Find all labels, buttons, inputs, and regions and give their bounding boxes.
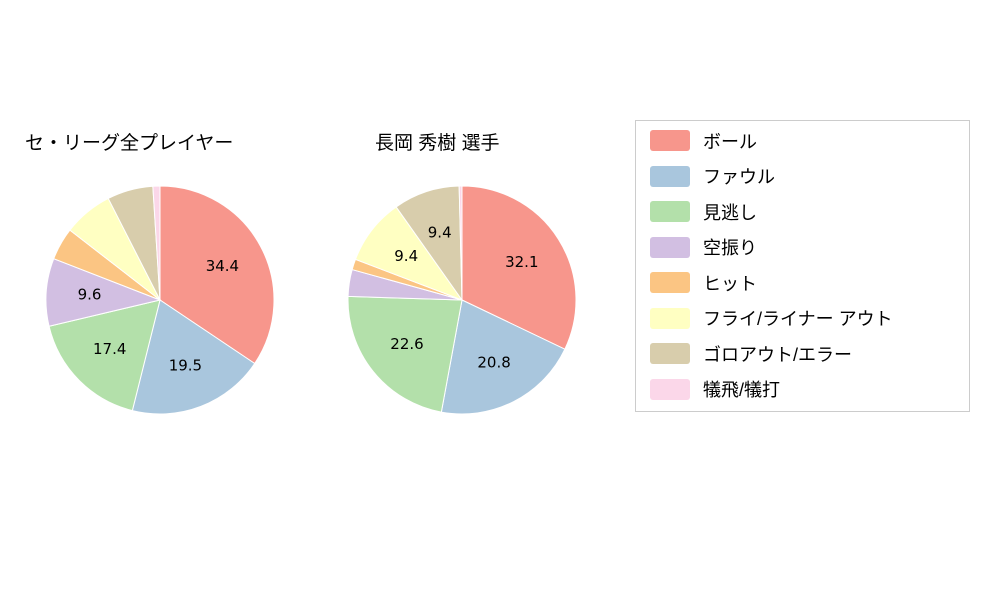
pie-slice-1: [440, 299, 566, 415]
legend-item-label: 空振り: [703, 238, 757, 259]
legend-swatch-icon: [650, 272, 690, 294]
legend-item: ゴロアウト/エラー: [636, 336, 969, 372]
legend-item: 見逃し: [636, 194, 969, 230]
legend-swatch-icon: [650, 343, 690, 365]
legend-swatch-icon: [650, 165, 690, 187]
pie-title-league: セ・リーグ全プレイヤー: [25, 133, 234, 154]
legend-swatch-icon: [650, 307, 690, 329]
legend-item: 犠飛/犠打: [636, 372, 969, 408]
legend-item-label: ヒット: [703, 273, 757, 294]
slice-value-label: 17.4: [93, 340, 126, 358]
legend: ボールファウル見逃し空振りヒットフライ/ライナー アウト ゴロアウト/エラー 犠飛/…: [635, 120, 970, 412]
legend-swatch-icon: [650, 236, 690, 258]
pie-slice-7: [458, 185, 463, 301]
slice-value-label: 20.8: [477, 354, 510, 372]
pie-slice-7: [152, 185, 161, 301]
legend-swatch-icon: [650, 130, 690, 152]
legend-item: ヒット: [636, 265, 969, 301]
pie-slice-0: [461, 185, 577, 350]
pie-slice-2: [347, 295, 463, 413]
legend-item: ファウル: [636, 159, 969, 195]
pie-slice-1: [131, 299, 256, 415]
legend-item: フライ/ライナー アウト: [636, 301, 969, 337]
slice-value-label: 32.1: [505, 253, 538, 271]
legend-item-label: ゴロアウト/エラー: [703, 344, 853, 365]
pie-chart-player: 32.1 20.8 22.6 9.4 9.4: [347, 185, 577, 415]
legend-swatch-icon: [650, 201, 690, 223]
slice-value-label: 9.4: [428, 223, 452, 241]
legend-swatch-icon: [650, 378, 690, 400]
legend-item-label: ファウル: [703, 167, 775, 188]
slice-value-label: 19.5: [169, 357, 202, 375]
legend-item: 空振り: [636, 230, 969, 266]
pie-slice-0: [159, 185, 275, 365]
legend-item-label: フライ/ライナー アウト: [703, 309, 893, 330]
legend-item: ボール: [636, 123, 969, 159]
slice-value-label: 34.4: [206, 257, 239, 275]
slice-value-label: 9.6: [78, 286, 102, 304]
legend-item-label: ボール: [703, 131, 757, 152]
legend-item-label: 犠飛/犠打: [703, 380, 781, 401]
pie-title-player: 長岡 秀樹 選手: [375, 133, 500, 154]
slice-value-label: 9.4: [394, 247, 418, 265]
legend-item-label: 見逃し: [703, 202, 757, 223]
pie-slice-2: [48, 299, 161, 412]
pie-chart-league: 34.4 19.5 17.4 9.6: [45, 185, 275, 415]
slice-value-label: 22.6: [390, 335, 423, 353]
